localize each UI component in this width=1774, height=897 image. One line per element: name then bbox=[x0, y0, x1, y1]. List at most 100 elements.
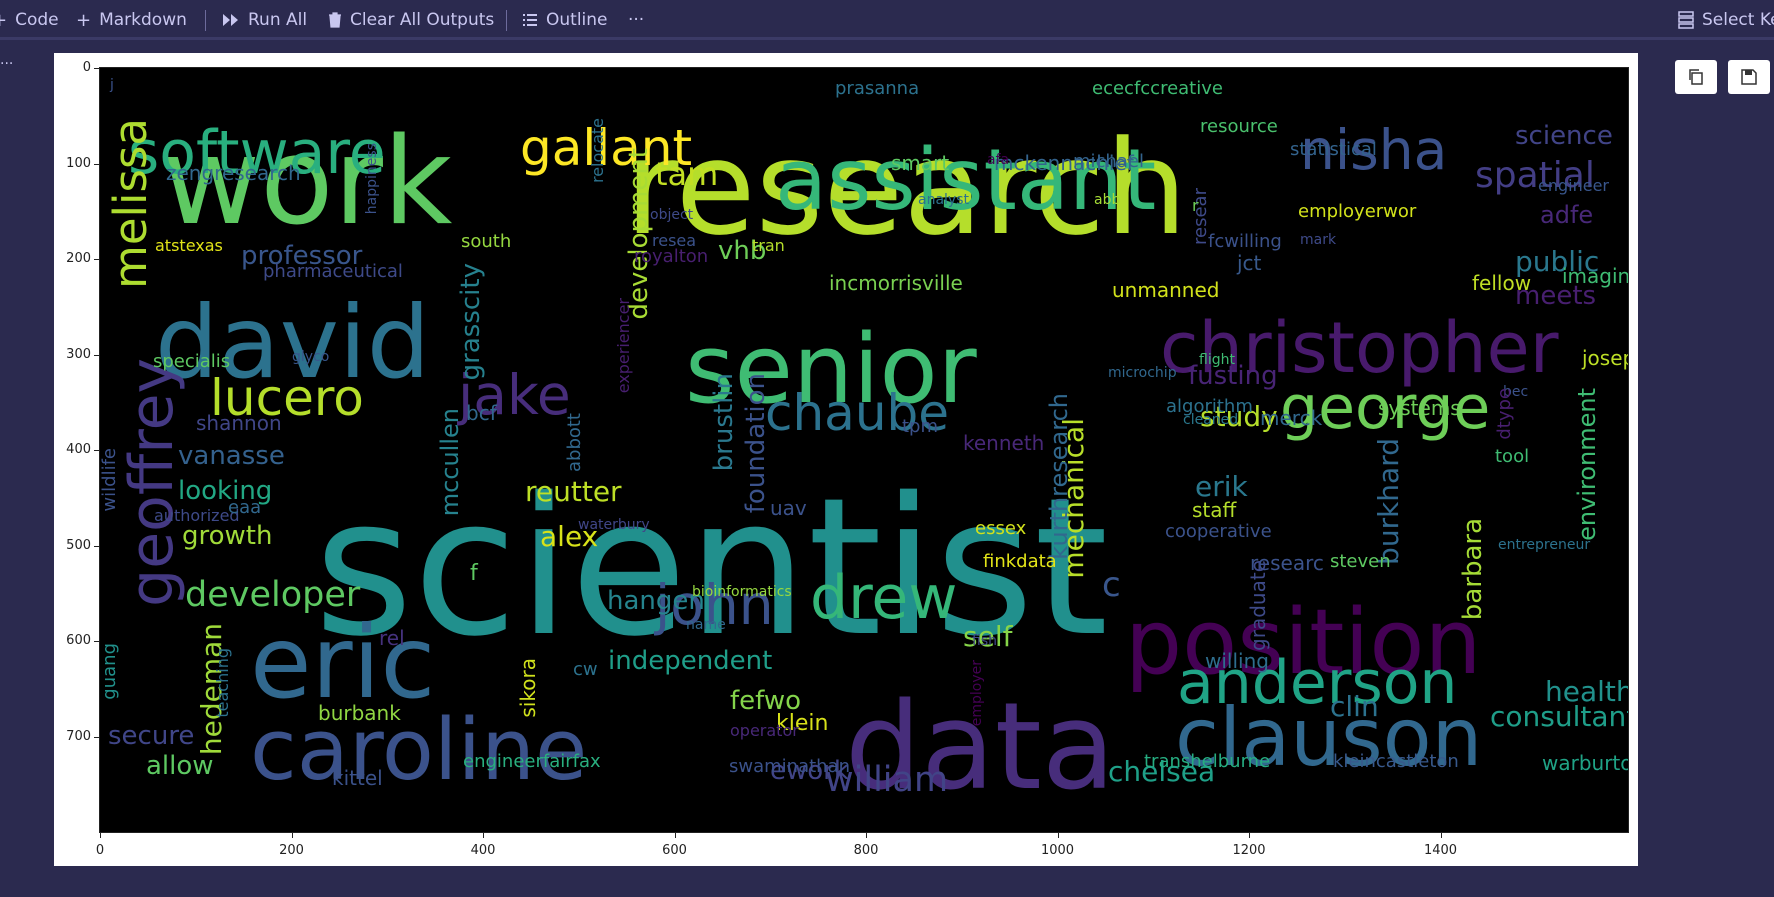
wordcloud-word: developer bbox=[185, 575, 361, 615]
x-tick-mark bbox=[866, 833, 867, 838]
x-tick-label: 800 bbox=[853, 843, 879, 858]
wordcloud-word: statistical bbox=[1290, 139, 1377, 160]
x-tick-label: 0 bbox=[95, 843, 105, 858]
wordcloud-word: kenneth bbox=[963, 431, 1045, 455]
wordcloud-word: growth bbox=[182, 521, 273, 551]
select-kernel-label: Select Ke bbox=[1702, 10, 1774, 30]
run-all-button[interactable]: Run All bbox=[222, 0, 307, 40]
wordcloud-word: mccullen bbox=[436, 408, 464, 517]
wordcloud-word: scientist bbox=[314, 457, 1109, 678]
y-tick-label: 0 bbox=[82, 60, 91, 75]
wordcloud-word: engineer bbox=[1538, 176, 1609, 195]
wordcloud-word: geoffrey bbox=[117, 358, 187, 607]
wordcloud-word: david bbox=[155, 284, 431, 401]
wordcloud-word: c bbox=[1102, 565, 1121, 605]
outline-label: Outline bbox=[546, 10, 608, 30]
wordcloud-word: george bbox=[1280, 373, 1491, 443]
wordcloud-word: smart bbox=[891, 151, 950, 175]
wordcloud-word: waterbury bbox=[578, 517, 650, 533]
wordcloud-word: self bbox=[963, 620, 1013, 653]
outline-button[interactable]: Outline bbox=[522, 0, 608, 40]
wordcloud-word: specialis bbox=[153, 351, 231, 372]
cell-output: scientist research work data david eric senior… bbox=[54, 53, 1638, 866]
wordcloud-word: jake bbox=[458, 363, 571, 427]
y-tick-label: 500 bbox=[66, 537, 91, 553]
wordcloud-word: r bbox=[1192, 196, 1199, 215]
wordcloud-word: shannon bbox=[196, 411, 282, 435]
x-tick-mark bbox=[291, 833, 293, 838]
toolbar-divider bbox=[205, 10, 206, 31]
wordcloud-word: engineerfairfax bbox=[463, 751, 601, 772]
y-tick-mark bbox=[94, 68, 99, 69]
wordcloud-word: willing bbox=[1205, 649, 1269, 673]
cell-more-actions[interactable]: ... bbox=[0, 52, 14, 68]
run-all-icon bbox=[222, 13, 240, 27]
wordcloud-word: john bbox=[655, 573, 774, 637]
toolbar-divider bbox=[506, 10, 507, 31]
wordcloud-word: senior bbox=[685, 315, 977, 425]
wordcloud-word: michael bbox=[1073, 151, 1144, 172]
wordcloud-word: unmanned bbox=[1112, 278, 1220, 302]
wordcloud-word: researc bbox=[1250, 551, 1324, 575]
wordcloud-word: entrepreneur bbox=[1498, 537, 1591, 553]
wordcloud-word: royalton bbox=[634, 246, 709, 267]
x-tick-label: 1200 bbox=[1232, 843, 1266, 858]
add-markdown-label: Markdown bbox=[99, 10, 187, 30]
wordcloud-word: prasanna bbox=[835, 78, 920, 99]
y-tick-label: 300 bbox=[66, 346, 91, 362]
wordcloud-word: research bbox=[625, 112, 1188, 264]
notebook-toolbar: + Code + Markdown Run All Clear All Outp… bbox=[0, 0, 1774, 40]
wordcloud-word: afa bbox=[987, 152, 1010, 168]
wordcloud-word: anderson bbox=[1177, 648, 1458, 718]
wordcloud-word: j bbox=[110, 77, 114, 93]
wordcloud-word: graduate bbox=[1246, 560, 1270, 651]
clear-all-outputs-button[interactable]: Clear All Outputs bbox=[328, 0, 494, 40]
wordcloud-word: systems bbox=[1378, 396, 1461, 420]
wordcloud-word: chaube bbox=[765, 384, 950, 442]
add-code-cell-button[interactable]: + Code bbox=[0, 0, 59, 40]
wordcloud-word: abb bbox=[1094, 192, 1121, 208]
copy-output-button[interactable] bbox=[1675, 60, 1717, 94]
wordcloud-word: kurthresearch bbox=[1045, 393, 1073, 560]
wordcloud-word: meets bbox=[1515, 281, 1597, 311]
x-tick-mark bbox=[674, 833, 676, 838]
wordcloud-word: fefwo bbox=[730, 686, 802, 716]
wordcloud-word: data bbox=[845, 678, 1116, 817]
wordcloud-word: rel bbox=[379, 626, 405, 650]
wordcloud-word: work bbox=[162, 113, 453, 252]
select-kernel-button[interactable]: Select Ke bbox=[1678, 0, 1774, 40]
save-output-button[interactable] bbox=[1728, 60, 1770, 94]
wordcloud-word: gallant bbox=[520, 119, 693, 177]
wordcloud-word: spatial bbox=[1475, 155, 1595, 196]
wordcloud-word: pharmaceutical bbox=[263, 261, 403, 282]
wordcloud-word: science bbox=[1515, 121, 1613, 151]
wordcloud-word: caroline bbox=[250, 701, 588, 800]
wordcloud-word: burbank bbox=[318, 701, 401, 725]
wordcloud-word: sikora bbox=[516, 658, 540, 718]
wordcloud-word: tpm bbox=[902, 416, 939, 437]
wordcloud-word: staff bbox=[1192, 498, 1237, 522]
wordcloud-word: joseph bbox=[1582, 346, 1628, 370]
wordcloud-word: fellow bbox=[1472, 271, 1532, 295]
y-tick-mark bbox=[94, 450, 99, 451]
wordcloud-word: environment bbox=[1573, 388, 1601, 541]
wordcloud-image: scientist research work data david eric senior… bbox=[99, 67, 1629, 833]
more-actions-button[interactable]: ··· bbox=[628, 0, 644, 40]
wordcloud-word: alex bbox=[540, 520, 599, 553]
wordcloud-word: klein bbox=[776, 711, 829, 736]
wordcloud-word: secure bbox=[108, 721, 195, 751]
wordcloud-word: cooperative bbox=[1165, 521, 1272, 542]
wordcloud-word: adfe bbox=[1540, 201, 1594, 229]
add-markdown-cell-button[interactable]: + Markdown bbox=[76, 0, 187, 40]
x-tick-mark bbox=[1440, 833, 1442, 838]
y-tick-mark bbox=[94, 736, 99, 738]
wordcloud-word: steven bbox=[1330, 551, 1391, 572]
wordcloud-word: professor bbox=[241, 241, 363, 271]
x-tick-label: 600 bbox=[662, 843, 687, 858]
wordcloud-word: fusting bbox=[1188, 361, 1278, 391]
wordcloud-word: kittel bbox=[332, 766, 383, 790]
wordcloud-word: finkdata bbox=[983, 551, 1057, 572]
wordcloud-word: eric bbox=[250, 604, 436, 721]
wordcloud-word: object bbox=[650, 207, 694, 223]
wordcloud-word: assistant bbox=[775, 131, 1157, 230]
